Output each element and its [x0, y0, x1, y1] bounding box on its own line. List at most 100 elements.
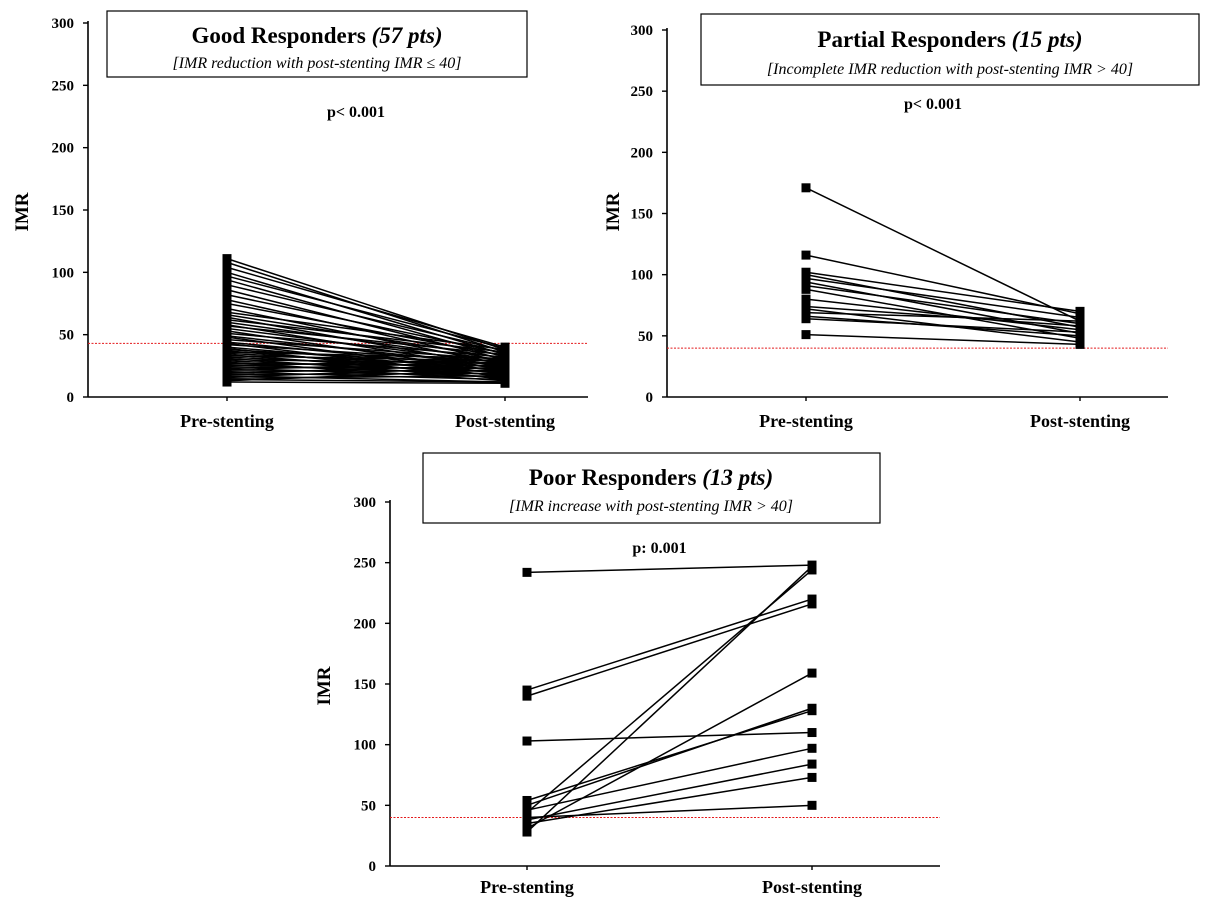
chart-0-title-count: (57 pts) [372, 23, 443, 48]
chart-1-ytick-label-5: 250 [631, 84, 654, 100]
chart-2-patient-line-0 [526, 564, 813, 574]
chart-0-y-axis-label: IMR [12, 192, 33, 231]
chart-0-patient-line-49 [226, 363, 506, 375]
chart-0-title: Good Responders (57 pts) [191, 23, 442, 48]
chart-2-patient-line-4 [526, 709, 813, 802]
chart-2-ytick-label-0: 0 [369, 859, 377, 875]
chart-0-post-point-53 [500, 371, 510, 381]
chart-2-pre-point-2 [522, 691, 532, 701]
chart-2-pre-point-7 [522, 808, 532, 818]
chart-0-category-label-1: Post-stenting [455, 411, 555, 431]
chart-0-pre-point-5 [222, 275, 232, 285]
chart-0-patient-line-6 [226, 284, 506, 352]
chart-0-patient-line-46 [226, 361, 506, 371]
chart-0-category-label-0: Pre-stenting [180, 411, 274, 431]
chart-1-patient-line-11 [805, 311, 1081, 322]
chart-1-pre-point-8 [801, 294, 811, 304]
chart-2-pre-point-5 [522, 800, 532, 810]
chart-1-category-label-1: Post-stenting [1030, 411, 1130, 431]
chart-2-pre-point-0 [522, 567, 532, 577]
chart-0-patient-line-3 [226, 271, 506, 356]
chart-2-patient-line-10 [526, 776, 813, 825]
chart-1-post-point-11 [1075, 316, 1085, 326]
chart-1-patient-line-14 [805, 333, 1081, 346]
chart-1-patient-line-0 [805, 187, 1081, 322]
chart-2-pre-point-1 [522, 685, 532, 695]
chart-2-subtitle: [IMR increase with post-stenting IMR > 4… [509, 498, 793, 515]
chart-0-patient-line-27 [226, 343, 506, 363]
chart-0-patient-line-32 [226, 351, 506, 360]
chart-0-post-point-55 [500, 365, 510, 375]
chart-0-patient-line-21 [226, 332, 506, 358]
chart-2-patient-line-12 [526, 565, 813, 833]
chart-1-post-point-13 [1075, 327, 1085, 337]
chart-1-patient-line-1 [805, 254, 1081, 315]
chart-2-post-point-2 [807, 599, 817, 609]
chart-2-patient-line-9 [526, 763, 813, 821]
chart-1-p-value: p< 0.001 [904, 96, 962, 113]
chart-0-ytick-label-5: 250 [52, 78, 75, 94]
chart-0-pre-point-2 [222, 262, 232, 272]
chart-2-post-point-6 [807, 743, 817, 753]
chart-1-ytick-label-0: 0 [646, 390, 654, 406]
chart-2-patient-line-11 [526, 672, 813, 830]
chart-0-patient-line-54 [226, 378, 506, 383]
chart-0-ytick-label-1: 50 [59, 328, 74, 344]
chart-2-ytick-label-2: 100 [354, 738, 377, 754]
chart-2-post-point-12 [807, 561, 817, 571]
chart-2-y-axis-label: IMR [314, 666, 335, 705]
chart-2-title-count: (13 pts) [702, 465, 773, 490]
chart-2-pre-point-12 [522, 827, 532, 837]
chart-1-title-count: (15 pts) [1012, 27, 1083, 52]
chart-1-pre-point-14 [801, 330, 811, 340]
chart-2-post-point-5 [807, 703, 817, 713]
chart-0-ytick-label-0: 0 [67, 390, 75, 406]
chart-2-ytick-label-3: 150 [354, 677, 377, 693]
chart-1-subtitle: [Incomplete IMR reduction with post-sten… [767, 61, 1133, 78]
chart-2-post-point-3 [807, 728, 817, 738]
chart-2-title-main: Poor Responders [529, 465, 702, 490]
chart-0-patient-line-16 [226, 321, 506, 362]
chart-1-patient-line-4 [805, 277, 1081, 319]
chart-1-post-point-9 [1075, 321, 1085, 331]
chart-0-title-box [106, 10, 528, 78]
chart-2-post-point-11 [807, 668, 817, 678]
chart-0-patient-line-43 [226, 358, 506, 367]
chart-1-post-point-14 [1075, 339, 1085, 349]
chart-0-pre-point-10 [222, 299, 232, 308]
chart-0-patient-line-15 [226, 318, 506, 353]
chart-1-post-point-2 [1075, 306, 1085, 316]
chart-0-pre-point-56 [222, 377, 232, 387]
chart-0-ytick-label-6: 300 [52, 16, 75, 32]
chart-0-title-main: Good Responders [191, 23, 371, 48]
chart-0-ytick-label-3: 150 [52, 203, 75, 219]
chart-0-post-point-56 [500, 378, 510, 388]
chart-2-post-point-1 [807, 594, 817, 604]
chart-2-ytick-label-1: 50 [361, 798, 376, 814]
chart-1-pre-point-1 [801, 250, 811, 260]
chart-2-patient-line-6 [526, 747, 813, 811]
chart-2-patient-line-2 [526, 603, 813, 697]
chart-0-p-value: p< 0.001 [327, 104, 385, 121]
chart-0-subtitle: [IMR reduction with post-stenting IMR ≤ … [172, 55, 461, 72]
chart-0-patient-line-12 [226, 311, 506, 351]
chart-1-ytick-label-2: 100 [631, 268, 654, 284]
chart-2-patient-line-5 [526, 707, 813, 807]
chart-2-p-value: p: 0.001 [632, 540, 686, 557]
chart-1-title-main: Partial Responders [817, 27, 1011, 52]
chart-1-patient-line-3 [805, 273, 1081, 329]
chart-1-patient-line-13 [805, 317, 1081, 333]
chart-1-category-label-0: Pre-stenting [759, 411, 853, 431]
chart-1-ytick-label-6: 300 [631, 23, 654, 39]
chart-0-patient-line-2 [226, 266, 506, 348]
chart-0: Good Responders (57 pts) [IMR reduction w… [12, 10, 588, 431]
chart-1-title-box [700, 13, 1200, 86]
chart-2-pre-point-3 [522, 736, 532, 746]
chart-0-ytick-label-4: 200 [52, 141, 75, 157]
chart-2-category-label-1: Post-stenting [762, 877, 862, 897]
chart-0-pre-point-1 [222, 257, 232, 267]
chart-0-pre-point-7 [222, 285, 232, 295]
chart-0-pre-point-8 [222, 290, 232, 300]
chart-0-patient-line-56 [226, 381, 506, 385]
